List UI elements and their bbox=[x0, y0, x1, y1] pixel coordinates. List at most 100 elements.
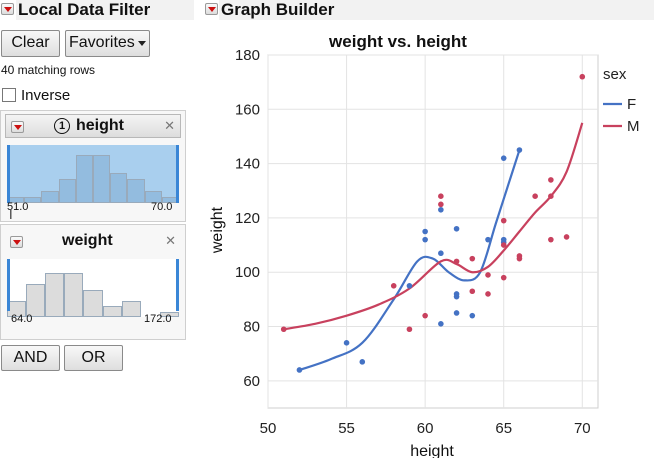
y-tick-label: 140 bbox=[235, 156, 260, 173]
y-tick-label: 60 bbox=[243, 373, 260, 390]
weight-histogram-bar bbox=[83, 289, 103, 317]
chart-title: weight vs. height bbox=[328, 32, 467, 51]
graph-builder-menu-icon[interactable] bbox=[205, 3, 218, 15]
local-data-filter-title[interactable]: Local Data Filter bbox=[16, 0, 194, 20]
weight-histogram-bar bbox=[64, 273, 84, 317]
y-tick-label: 100 bbox=[235, 264, 260, 281]
height-range-min[interactable]: 51.0 bbox=[7, 201, 29, 213]
weight-filter-header: weight ✕ bbox=[5, 230, 181, 254]
weight-filter-menu-icon[interactable] bbox=[10, 236, 23, 248]
close-icon[interactable]: ✕ bbox=[164, 118, 175, 133]
selected-column-icon: 1 bbox=[54, 118, 70, 134]
data-point-m bbox=[516, 253, 523, 259]
smoother-line-m bbox=[283, 122, 584, 331]
height-histogram-bar bbox=[127, 179, 145, 203]
data-point-m bbox=[280, 326, 287, 333]
data-point-m bbox=[500, 242, 507, 248]
legend-item-f: F bbox=[627, 96, 636, 113]
or-button[interactable]: OR bbox=[64, 345, 123, 371]
height-histogram-bar bbox=[93, 155, 111, 203]
height-histogram[interactable] bbox=[7, 145, 179, 203]
height-filter-header: 1 height ✕ bbox=[5, 114, 181, 138]
data-point-m bbox=[548, 177, 554, 183]
height-histogram-bar bbox=[24, 197, 42, 203]
data-point-f bbox=[453, 293, 460, 300]
clear-button[interactable]: Clear bbox=[1, 30, 60, 57]
height-histogram-bar bbox=[75, 155, 93, 203]
y-tick-label: 180 bbox=[235, 47, 260, 64]
slider-left-handle[interactable] bbox=[7, 259, 10, 311]
weight-range-max[interactable]: 172.0 bbox=[144, 313, 172, 325]
x-axis-label[interactable]: height bbox=[410, 443, 454, 458]
data-point-f bbox=[516, 147, 523, 153]
height-range-max[interactable]: 70.0 bbox=[151, 201, 173, 213]
data-point-m bbox=[548, 236, 554, 243]
data-point-f bbox=[422, 228, 428, 235]
legend-title: sex bbox=[603, 66, 627, 83]
weight-filter-label: weight bbox=[62, 232, 113, 249]
favorites-label: Favorites bbox=[69, 34, 135, 51]
x-tick-label: 55 bbox=[338, 420, 355, 437]
weight-histogram-bar bbox=[121, 300, 141, 317]
legend-item-m: M bbox=[627, 118, 640, 135]
data-point-f bbox=[469, 312, 476, 319]
data-point-m bbox=[390, 283, 397, 289]
data-point-m bbox=[548, 193, 554, 199]
data-point-m bbox=[500, 217, 507, 224]
data-point-f bbox=[500, 155, 507, 161]
height-histogram-bar bbox=[144, 191, 162, 203]
plot-frame bbox=[267, 54, 599, 409]
legend: sex FM bbox=[603, 66, 640, 135]
data-point-m bbox=[485, 272, 491, 278]
data-point-m bbox=[438, 201, 444, 208]
chevron-down-icon bbox=[138, 41, 146, 46]
data-point-f bbox=[453, 310, 460, 316]
close-icon[interactable]: ✕ bbox=[165, 233, 176, 248]
data-point-f bbox=[359, 359, 366, 365]
data-point-m bbox=[406, 326, 413, 333]
inverse-label: Inverse bbox=[21, 87, 71, 104]
data-point-m bbox=[485, 291, 491, 297]
data-point-m bbox=[563, 234, 570, 240]
data-point-f bbox=[438, 250, 444, 257]
smoother-line-f bbox=[299, 149, 521, 372]
slider-right-handle[interactable] bbox=[176, 259, 179, 311]
data-point-f bbox=[453, 291, 460, 297]
data-point-f bbox=[438, 206, 444, 213]
data-point-f bbox=[343, 340, 350, 346]
weight-histogram-bar bbox=[102, 306, 122, 317]
and-button[interactable]: AND bbox=[1, 345, 60, 371]
data-point-f bbox=[406, 283, 413, 289]
inverse-checkbox[interactable] bbox=[2, 88, 16, 102]
graph-builder-title[interactable]: Graph Builder bbox=[219, 0, 654, 20]
data-point-f bbox=[500, 236, 507, 243]
data-point-m bbox=[438, 193, 444, 199]
height-filter-menu-icon[interactable] bbox=[11, 121, 24, 133]
weight-histogram[interactable] bbox=[7, 259, 179, 317]
data-point-f bbox=[500, 239, 507, 246]
weight-range-min[interactable]: 64.0 bbox=[11, 313, 33, 325]
x-tick-label: 50 bbox=[260, 420, 277, 437]
data-point-f bbox=[422, 236, 428, 243]
weight-histogram-bar bbox=[159, 311, 179, 317]
data-point-m bbox=[422, 312, 428, 319]
disclosure-menu-icon[interactable] bbox=[1, 3, 14, 15]
data-point-m bbox=[453, 258, 460, 265]
data-point-f bbox=[296, 367, 303, 373]
data-point-f bbox=[453, 225, 460, 232]
data-point-m bbox=[516, 255, 523, 262]
data-point-m bbox=[579, 73, 586, 80]
height-filter-panel: 1 height ✕ 51.0 70.0 I bbox=[0, 110, 186, 222]
favorites-dropdown[interactable]: Favorites bbox=[65, 30, 150, 57]
height-filter-label: height bbox=[76, 117, 124, 134]
data-point-m bbox=[469, 255, 476, 262]
data-point-f bbox=[485, 236, 491, 243]
x-tick-label: 65 bbox=[495, 420, 512, 437]
slider-left-handle[interactable] bbox=[7, 145, 10, 203]
y-axis-label[interactable]: weight bbox=[209, 206, 226, 254]
data-point-m bbox=[532, 193, 538, 199]
slider-right-handle[interactable] bbox=[176, 145, 179, 203]
y-tick-label: 120 bbox=[235, 210, 260, 227]
height-histogram-bar bbox=[41, 191, 59, 203]
height-histogram-bar bbox=[58, 179, 76, 203]
